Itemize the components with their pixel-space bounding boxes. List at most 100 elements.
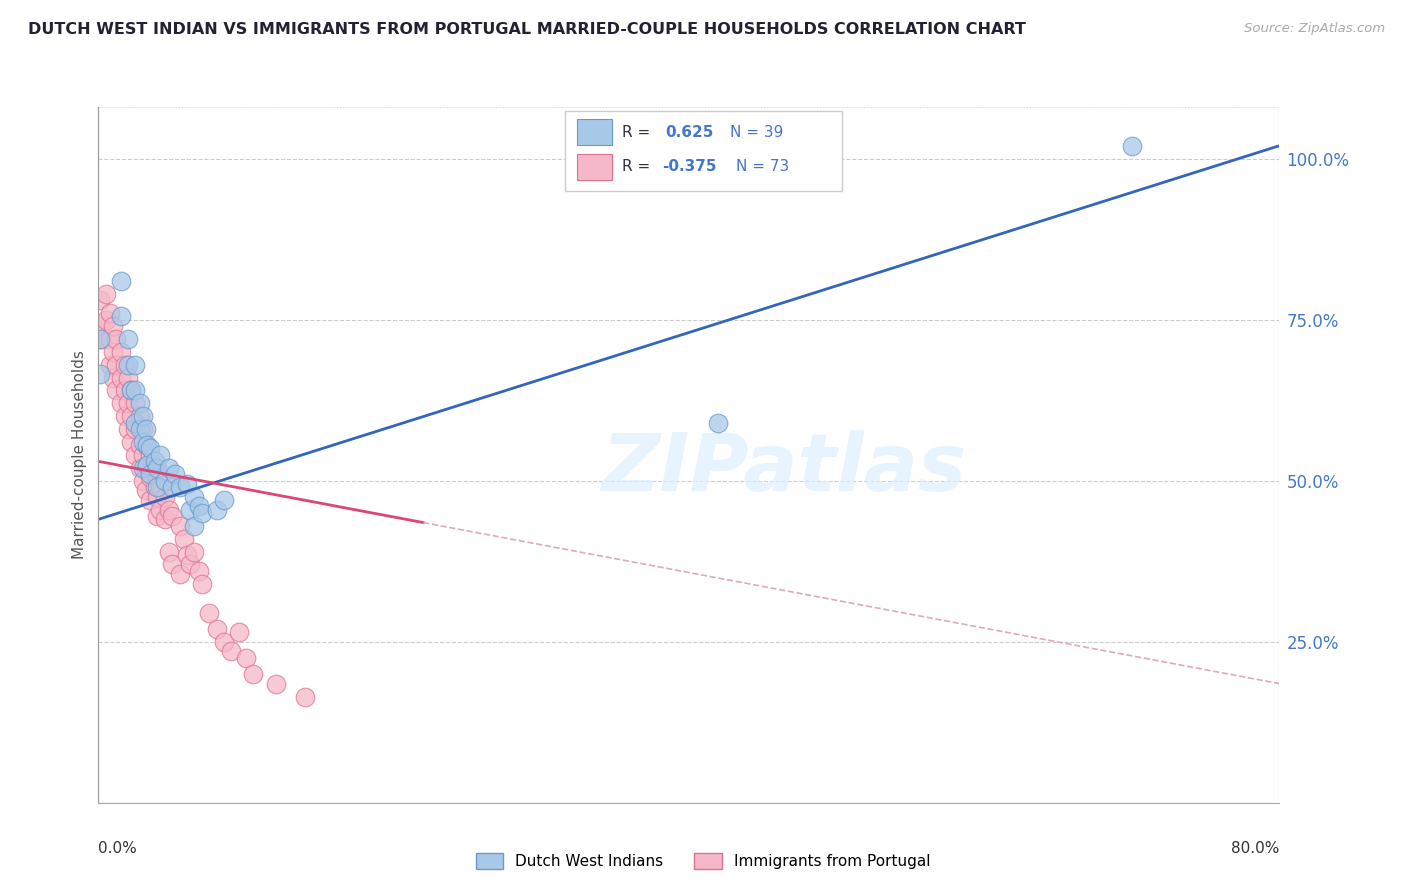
Point — [132, 409, 155, 424]
Point — [120, 384, 142, 398]
Point — [187, 564, 209, 578]
Point — [105, 332, 128, 346]
Point — [128, 409, 150, 424]
Text: R =: R = — [621, 125, 655, 139]
Text: N = 39: N = 39 — [730, 125, 783, 139]
Point — [94, 286, 117, 301]
Point — [219, 644, 242, 658]
Text: R =: R = — [621, 160, 655, 174]
Point — [176, 476, 198, 491]
Point — [89, 293, 111, 308]
FancyBboxPatch shape — [576, 153, 612, 180]
Point — [105, 358, 128, 372]
FancyBboxPatch shape — [576, 119, 612, 145]
Point — [128, 422, 150, 436]
Point — [173, 532, 195, 546]
Text: -0.375: -0.375 — [662, 160, 716, 174]
Point — [235, 651, 257, 665]
Point — [114, 358, 136, 372]
Point — [157, 502, 180, 516]
Point — [124, 416, 146, 430]
Y-axis label: Married-couple Households: Married-couple Households — [72, 351, 87, 559]
Point — [212, 634, 235, 648]
Point — [179, 502, 201, 516]
Point — [183, 490, 205, 504]
Point — [139, 470, 162, 484]
Point — [176, 548, 198, 562]
Point — [132, 448, 155, 462]
Point — [139, 493, 162, 508]
Point — [143, 480, 166, 494]
Point — [103, 344, 125, 359]
Point — [132, 435, 155, 450]
Point — [228, 625, 250, 640]
Point — [135, 483, 157, 498]
Point — [117, 332, 139, 346]
FancyBboxPatch shape — [565, 111, 842, 191]
Point — [146, 509, 169, 524]
Point — [128, 460, 150, 475]
Point — [146, 480, 169, 494]
Point — [124, 422, 146, 436]
Point — [149, 480, 172, 494]
Point — [183, 544, 205, 558]
Point — [169, 567, 191, 582]
Point — [117, 422, 139, 436]
Point — [98, 332, 121, 346]
Point — [110, 370, 132, 384]
Legend: Dutch West Indians, Immigrants from Portugal: Dutch West Indians, Immigrants from Port… — [470, 847, 936, 875]
Text: N = 73: N = 73 — [737, 160, 789, 174]
Point — [212, 493, 235, 508]
Point — [89, 319, 111, 334]
Point — [294, 690, 316, 704]
Point — [139, 448, 162, 462]
Point — [128, 438, 150, 452]
Point — [103, 370, 125, 384]
Point — [110, 310, 132, 324]
Point — [110, 396, 132, 410]
Point — [162, 480, 183, 494]
Point — [124, 358, 146, 372]
Point — [128, 396, 150, 410]
Point — [149, 502, 172, 516]
Point — [153, 474, 176, 488]
Point — [143, 454, 166, 468]
Point — [146, 490, 169, 504]
Text: 0.0%: 0.0% — [98, 841, 138, 856]
Point — [153, 512, 176, 526]
Point — [165, 467, 187, 482]
Point — [117, 396, 139, 410]
Point — [98, 306, 121, 320]
Point — [117, 358, 139, 372]
Point — [110, 274, 132, 288]
Point — [120, 409, 142, 424]
Point — [1121, 138, 1143, 153]
Point — [132, 422, 155, 436]
Point — [135, 460, 157, 475]
Text: Source: ZipAtlas.com: Source: ZipAtlas.com — [1244, 22, 1385, 36]
Point — [205, 502, 228, 516]
Point — [94, 312, 117, 326]
Point — [90, 332, 112, 346]
Point — [191, 576, 214, 591]
Point — [98, 358, 121, 372]
Point — [114, 409, 136, 424]
Point — [103, 319, 125, 334]
Point — [191, 506, 214, 520]
Point — [89, 332, 111, 346]
Point — [157, 544, 180, 558]
Point — [707, 416, 730, 430]
Point — [120, 384, 142, 398]
Point — [153, 490, 176, 504]
Point — [124, 448, 146, 462]
Point — [146, 470, 169, 484]
Point — [183, 518, 205, 533]
Point — [139, 467, 162, 482]
Point — [124, 396, 146, 410]
Point — [132, 474, 155, 488]
Point — [264, 676, 287, 690]
Point — [162, 509, 183, 524]
Point — [132, 460, 155, 475]
Text: DUTCH WEST INDIAN VS IMMIGRANTS FROM PORTUGAL MARRIED-COUPLE HOUSEHOLDS CORRELAT: DUTCH WEST INDIAN VS IMMIGRANTS FROM POR… — [28, 22, 1026, 37]
Point — [242, 667, 264, 681]
